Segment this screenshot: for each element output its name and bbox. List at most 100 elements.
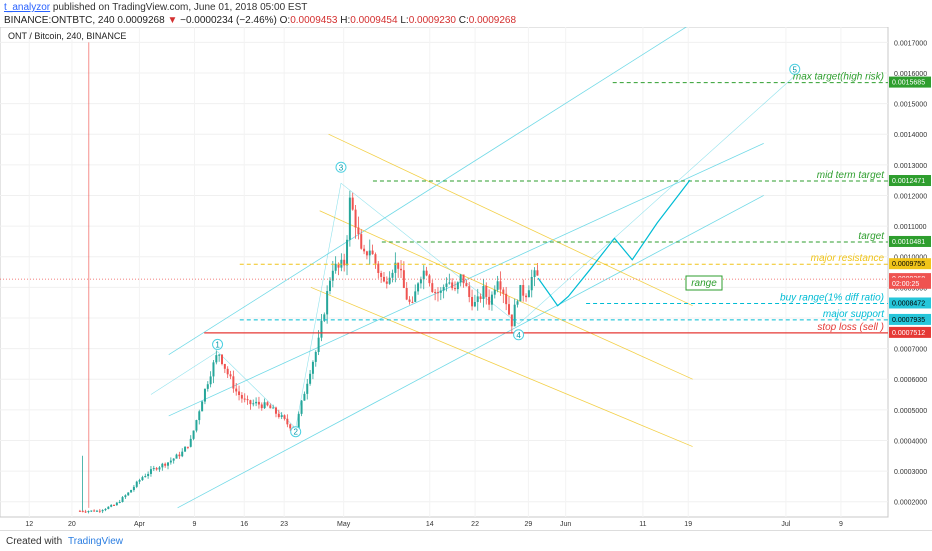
candle-body [502, 289, 505, 294]
y-tick-label: 0.0006000 [894, 377, 927, 384]
wave-connector [150, 351, 218, 395]
candle-body [280, 415, 283, 418]
candle-body [351, 197, 354, 210]
last-price: 0.0009268 [117, 15, 165, 26]
candle-body [490, 294, 493, 305]
y-tick-label: 0.0012000 [894, 193, 927, 200]
candle-body [195, 420, 198, 431]
y-tick-label: 0.0015000 [894, 102, 927, 109]
x-tick-label: 23 [280, 521, 288, 528]
x-tick-label: 29 [524, 521, 532, 528]
candle-body [485, 286, 488, 297]
candle-body [223, 364, 226, 369]
wave-marker [513, 329, 525, 341]
candle-body [189, 438, 192, 447]
candle-body [115, 502, 118, 506]
projection-polyline [537, 179, 691, 307]
x-axis: 12 20 Apr 9 16 23 May 14 22 29 Jun 11 19 Jul 9 [25, 521, 843, 528]
channel-line [168, 143, 764, 417]
x-tick-label: Jul [781, 521, 790, 528]
candle-body [87, 511, 90, 513]
channel-line [310, 286, 693, 447]
candle-body [434, 291, 437, 293]
price-tag [889, 175, 931, 187]
tradingview-logo[interactable]: TradingView [68, 536, 124, 547]
candle-body [326, 291, 329, 315]
x-tick-label: 11 [639, 521, 646, 528]
candle-body [496, 281, 499, 290]
level-label: max target(high risk) [793, 72, 884, 83]
candle-body [81, 510, 84, 512]
y-axis: 0.0002000 0.0003000 0.0004000 0.0005000 0.00… [889, 40, 931, 507]
low-label: L: [400, 15, 409, 26]
channel-line [168, 11, 711, 356]
candle-body [135, 481, 138, 487]
candle-body [422, 270, 425, 280]
candle-body [178, 454, 181, 457]
candle-body [141, 477, 144, 481]
plot-area[interactable] [0, 26, 889, 518]
price-tag-label: 0.0007935 [892, 317, 925, 324]
candle-body [169, 460, 172, 463]
candle-body [522, 285, 525, 296]
y-tick-label: 0.0011000 [894, 224, 927, 231]
price-tag-label: 0.0012471 [892, 178, 925, 185]
candle-body [354, 209, 357, 228]
candle-body [309, 373, 312, 384]
candle-body [462, 274, 465, 284]
candle-body [158, 467, 161, 470]
candle-body [98, 510, 101, 512]
footer: Created with TradingView [0, 530, 932, 551]
close-value: 0.0009268 [468, 15, 517, 26]
channel-line [328, 133, 693, 307]
chart-title: ONT / Bitcoin, 240, BINANCE [8, 31, 126, 41]
candle-body [516, 301, 519, 305]
wave-label: 5 [793, 65, 798, 74]
candle-body [482, 286, 485, 299]
candle-body [493, 289, 496, 295]
candle-body [175, 454, 178, 459]
price-tag [889, 297, 931, 309]
x-tick-label: Apr [134, 521, 146, 528]
candle-body [167, 462, 170, 466]
candle-body [243, 398, 246, 400]
candle-body [488, 296, 491, 305]
candle-body [314, 352, 317, 362]
x-tick-label: 22 [471, 521, 479, 528]
candle-body [385, 281, 388, 284]
candle-body [357, 227, 360, 235]
price-tag [889, 277, 931, 289]
candle-body [365, 251, 368, 256]
y-tick-label: 0.0010000 [894, 255, 927, 262]
candle-body [144, 476, 147, 478]
publish-info: t_analyzor published on TradingView.com,… [4, 2, 307, 13]
author-link[interactable]: t_analyzor [4, 2, 51, 13]
candle-body [331, 270, 334, 281]
candle-body [479, 296, 482, 299]
price-tag [889, 76, 931, 88]
candle-body [172, 458, 175, 461]
price-chart[interactable]: ONT / Bitcoin, 240, BINANCE max target(h… [0, 11, 932, 530]
x-tick-label: 9 [839, 521, 843, 528]
candle-body [289, 424, 292, 429]
candle-body [425, 270, 428, 276]
candle-body [84, 511, 87, 513]
candle-body [388, 277, 391, 284]
candle-body [181, 451, 184, 457]
candle-body [95, 510, 98, 512]
y-tick-label: 0.0002000 [894, 500, 927, 507]
wave-connector [217, 351, 296, 429]
wave-connector [518, 75, 795, 325]
y-tick-label: 0.0017000 [894, 40, 927, 47]
wave-label: 3 [339, 163, 344, 172]
price-tag-label: 0.0007512 [892, 330, 925, 337]
candle-body [448, 282, 451, 284]
y-tick-label: 0.0009000 [894, 285, 927, 292]
candle-body [192, 430, 195, 439]
candle-body [277, 413, 280, 418]
low-value: 0.0009230 [408, 15, 456, 26]
x-tick-label: May [337, 521, 351, 528]
wave-label: 1 [215, 340, 220, 349]
candle-body [311, 361, 314, 374]
chart-frame[interactable]: ONT / Bitcoin, 240, BINANCE max target(h… [0, 11, 932, 530]
